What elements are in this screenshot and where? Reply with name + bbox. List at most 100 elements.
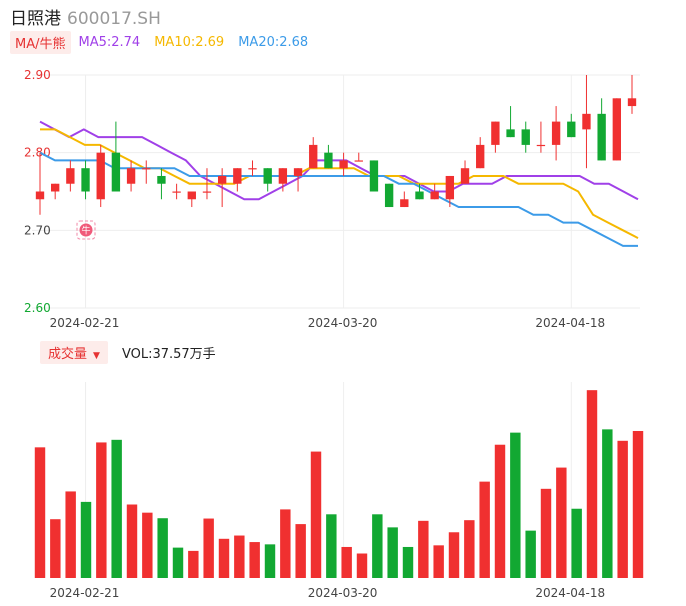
volume-bar	[34, 447, 46, 578]
candle-body	[35, 191, 45, 200]
x-tick-label: 2024-03-20	[308, 586, 378, 600]
stock-code: 600017.SH	[67, 9, 161, 29]
ma-legend-bar: MA/牛熊 MA5:2.74 MA10:2.69 MA20:2.68	[10, 30, 322, 54]
candle-body	[233, 168, 242, 184]
candle-body	[293, 168, 303, 176]
candle-body	[187, 191, 196, 200]
ma5-legend: MA5:2.74	[78, 34, 141, 50]
candle-body	[309, 144, 318, 169]
volume-bar	[126, 504, 138, 578]
volume-bar	[142, 512, 153, 578]
volume-bar	[372, 514, 383, 578]
volume-bar	[540, 488, 552, 578]
ma5-line	[39, 120, 639, 201]
candle-body	[476, 144, 485, 169]
candle-body	[582, 113, 591, 130]
volume-bar	[341, 546, 352, 578]
volume-bar	[464, 520, 475, 578]
candle-body	[597, 113, 606, 161]
volume-value: VOL:37.57万手	[121, 346, 216, 362]
candle-body	[324, 152, 333, 169]
volume-legend-bar: 成交量 ▼ VOL:37.57万手	[40, 340, 216, 364]
ma10-line	[40, 128, 639, 239]
volume-bar	[433, 545, 444, 578]
ma10-legend: MA10:2.69	[154, 34, 225, 50]
candle-body	[551, 121, 561, 145]
y-tick-label: 2.90	[24, 68, 51, 82]
chevron-down-icon: ▼	[93, 350, 100, 361]
volume-bar	[310, 451, 322, 578]
volume-bar	[111, 439, 122, 578]
y-tick-label: 2.70	[24, 223, 51, 237]
candle-body	[567, 121, 576, 138]
volume-bar	[387, 527, 398, 578]
bull-icon	[79, 223, 93, 237]
x-tick-label: 2024-02-21	[50, 586, 120, 600]
volume-bar	[203, 518, 214, 578]
candle-body	[536, 144, 546, 147]
volume-bar	[234, 535, 245, 578]
volume-bar	[632, 431, 644, 578]
candle-body	[202, 191, 212, 193]
volume-bar	[356, 553, 368, 578]
volume-bar	[494, 444, 506, 578]
candle-body	[506, 129, 515, 138]
volume-bar	[525, 530, 536, 578]
volume-bar	[218, 538, 230, 578]
candle-body	[460, 168, 470, 184]
candle-body	[354, 160, 363, 162]
volume-bar	[172, 547, 184, 578]
volume-bar	[50, 519, 61, 578]
candle-body	[627, 98, 637, 107]
volume-bar	[586, 390, 598, 578]
candle-body	[51, 183, 60, 192]
candle-body	[157, 175, 166, 184]
x-tick-label: 2024-04-18	[535, 586, 605, 600]
ma20-legend: MA20:2.68	[238, 34, 309, 50]
candle-body	[263, 168, 272, 184]
volume-bar	[65, 491, 76, 578]
candle-body	[491, 121, 500, 145]
y-tick-label: 2.80	[24, 146, 51, 160]
candle-body	[430, 191, 439, 200]
x-tick-label: 2024-02-21	[50, 316, 120, 330]
candle-body	[248, 168, 257, 170]
candle-body	[66, 168, 75, 184]
volume-bar	[188, 550, 199, 578]
y-tick-label: 2.60	[24, 301, 51, 315]
candle-body	[172, 191, 181, 193]
candle-body	[126, 168, 136, 184]
candle-body	[445, 175, 455, 200]
volume-bar	[280, 509, 291, 578]
ma-toggle-button[interactable]: MA/牛熊	[10, 30, 71, 54]
candle-body	[369, 160, 379, 192]
volume-bar	[326, 514, 337, 578]
candle-body	[96, 152, 105, 200]
stock-header: 日照港 600017.SH	[10, 4, 161, 29]
volume-bar	[479, 481, 490, 578]
volume-bar	[448, 532, 460, 578]
stock-name: 日照港	[10, 9, 61, 29]
volume-bar	[602, 429, 613, 578]
volume-bar	[617, 440, 628, 578]
candle-body	[400, 199, 409, 208]
volume-bar	[556, 467, 567, 578]
candle-body	[415, 191, 424, 200]
volume-bar	[510, 432, 521, 578]
candle-body	[612, 98, 621, 161]
volume-bar	[295, 524, 306, 578]
candle-body	[278, 168, 288, 184]
ma20-line	[39, 151, 638, 247]
candle-body	[384, 183, 394, 208]
candle-body	[339, 160, 348, 169]
candle-body	[217, 175, 227, 184]
bull-badge-label: 牛	[81, 225, 90, 237]
candle-body	[521, 129, 530, 145]
volume-indicator-dropdown[interactable]: 成交量 ▼	[40, 340, 108, 364]
candle-body	[111, 152, 121, 192]
volume-bar	[249, 542, 260, 578]
x-tick-label: 2024-03-20	[308, 316, 378, 330]
volume-bar	[96, 442, 107, 578]
